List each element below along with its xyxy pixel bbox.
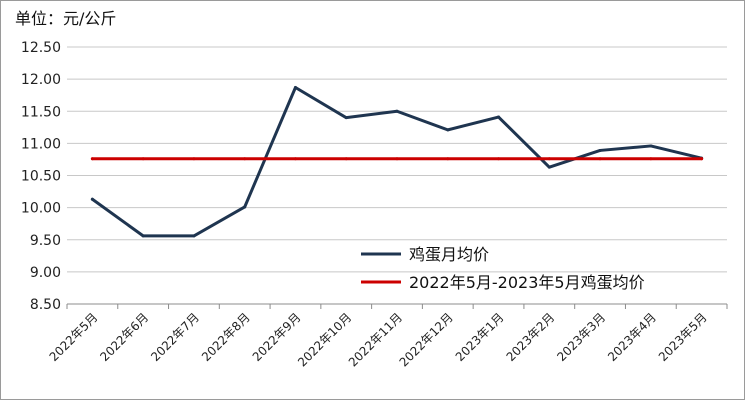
- x-tick-label: 2022年11月: [346, 310, 405, 369]
- data-point-average-price: [446, 157, 450, 161]
- data-point-average-price: [90, 157, 94, 161]
- data-point-average-price: [547, 157, 551, 161]
- data-point-average-price: [293, 157, 297, 161]
- series-line-monthly-price: [90, 85, 704, 238]
- x-tick-label: 2023年5月: [656, 310, 710, 364]
- x-tick-label: 2022年5月: [47, 310, 101, 364]
- x-tick-label: 2022年7月: [148, 310, 202, 364]
- data-point-average-price: [649, 157, 653, 161]
- unit-label: 单位：元/公斤: [15, 9, 117, 28]
- y-tick-label: 12.50: [21, 40, 61, 56]
- data-point-average-price: [497, 157, 501, 161]
- x-tick-label: 2022年9月: [250, 310, 304, 364]
- data-point-monthly-price: [547, 165, 551, 169]
- y-tick-label: 8.50: [30, 297, 61, 313]
- data-point-monthly-price: [497, 115, 501, 119]
- data-point-average-price: [243, 157, 247, 161]
- data-point-average-price: [141, 157, 145, 161]
- data-point-monthly-price: [141, 234, 145, 238]
- data-point-average-price: [192, 157, 196, 161]
- y-tick-label: 10.50: [21, 169, 61, 185]
- y-tick-label: 11.50: [21, 104, 61, 120]
- x-tick-label: 2023年1月: [453, 310, 507, 364]
- data-point-monthly-price: [192, 234, 196, 238]
- x-tick-label: 2022年12月: [397, 310, 456, 369]
- legend-label: 2022年5月-2023年5月鸡蛋均价: [409, 273, 645, 292]
- data-point-average-price: [344, 157, 348, 161]
- data-point-monthly-price: [293, 85, 297, 89]
- x-tick-label: 2022年10月: [295, 310, 354, 369]
- y-tick-label: 10.00: [21, 201, 61, 217]
- x-tick-label: 2022年6月: [97, 310, 151, 364]
- data-point-monthly-price: [649, 144, 653, 148]
- y-tick-label: 9.00: [30, 265, 61, 281]
- data-point-average-price: [700, 157, 704, 161]
- data-point-monthly-price: [446, 128, 450, 132]
- data-point-monthly-price: [598, 148, 602, 152]
- x-tick-label: 2023年3月: [554, 310, 608, 364]
- data-point-average-price: [598, 157, 602, 161]
- x-tick-label: 2023年4月: [605, 310, 659, 364]
- data-point-average-price: [395, 157, 399, 161]
- data-point-monthly-price: [344, 116, 348, 120]
- y-tick-label: 9.50: [30, 233, 61, 249]
- data-point-monthly-price: [90, 197, 94, 201]
- data-point-monthly-price: [243, 205, 247, 209]
- y-tick-label: 11.00: [21, 136, 61, 152]
- x-tick-label: 2022年8月: [199, 310, 253, 364]
- legend-label: 鸡蛋月均价: [409, 245, 489, 264]
- data-point-monthly-price: [395, 109, 399, 113]
- y-tick-label: 12.00: [21, 72, 61, 88]
- x-tick-label: 2023年2月: [504, 310, 558, 364]
